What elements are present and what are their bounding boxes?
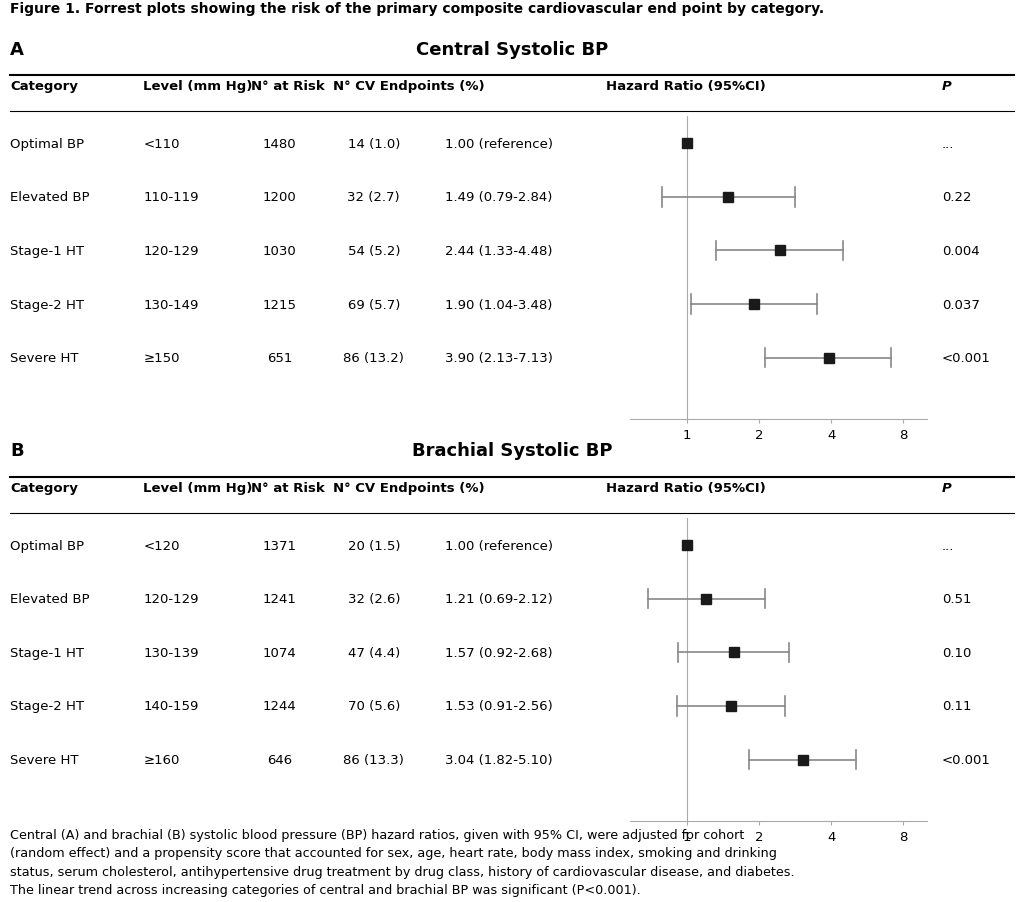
Text: 3.04 (1.82-5.10): 3.04 (1.82-5.10) [445,753,553,766]
Text: <0.001: <0.001 [942,352,991,364]
Text: 1.00 (reference): 1.00 (reference) [445,539,553,552]
Text: Central (A) and brachial (B) systolic blood pressure (BP) hazard ratios, given w: Central (A) and brachial (B) systolic bl… [10,828,795,897]
Text: 1215: 1215 [262,299,297,311]
Text: Severe HT: Severe HT [10,352,79,364]
Text: Elevated BP: Elevated BP [10,593,90,605]
Text: N° at Risk: N° at Risk [251,80,325,93]
Text: 1200: 1200 [263,191,296,204]
Text: 130-149: 130-149 [143,299,199,311]
Text: 70 (5.6): 70 (5.6) [347,700,400,713]
Text: P: P [942,80,952,93]
Text: 3.90 (2.13-7.13): 3.90 (2.13-7.13) [445,352,553,364]
Text: Stage-1 HT: Stage-1 HT [10,244,84,258]
Text: ≥150: ≥150 [143,352,180,364]
Text: 1480: 1480 [263,138,296,151]
Text: Category: Category [10,482,78,494]
Text: Stage-2 HT: Stage-2 HT [10,700,84,713]
Text: Central Systolic BP: Central Systolic BP [416,41,608,59]
Text: <0.001: <0.001 [942,753,991,766]
Text: 1.00 (reference): 1.00 (reference) [445,138,553,151]
Text: Optimal BP: Optimal BP [10,138,84,151]
Text: 32 (2.6): 32 (2.6) [347,593,400,605]
Text: 32 (2.7): 32 (2.7) [347,191,400,204]
Text: Level (mm Hg): Level (mm Hg) [143,482,253,494]
Text: 120-129: 120-129 [143,593,199,605]
Text: 646: 646 [267,753,292,766]
Text: 20 (1.5): 20 (1.5) [347,539,400,552]
Text: Stage-1 HT: Stage-1 HT [10,646,84,659]
Text: ...: ... [942,539,954,552]
Text: 110-119: 110-119 [143,191,199,204]
Text: 0.51: 0.51 [942,593,972,605]
Text: 0.037: 0.037 [942,299,980,311]
Text: Figure 1. Forrest plots showing the risk of the primary composite cardiovascular: Figure 1. Forrest plots showing the risk… [10,2,824,16]
Text: 1.21 (0.69-2.12): 1.21 (0.69-2.12) [445,593,553,605]
Text: A: A [10,41,25,59]
Text: 1.90 (1.04-3.48): 1.90 (1.04-3.48) [445,299,553,311]
Text: 130-139: 130-139 [143,646,199,659]
Text: 120-129: 120-129 [143,244,199,258]
Text: Level (mm Hg): Level (mm Hg) [143,80,253,93]
Text: Stage-2 HT: Stage-2 HT [10,299,84,311]
Text: 0.11: 0.11 [942,700,972,713]
Text: N° CV Endpoints (%): N° CV Endpoints (%) [333,482,484,494]
Text: Optimal BP: Optimal BP [10,539,84,552]
Text: 651: 651 [267,352,292,364]
Text: 2.44 (1.33-4.48): 2.44 (1.33-4.48) [445,244,553,258]
Text: 54 (5.2): 54 (5.2) [347,244,400,258]
Text: N° CV Endpoints (%): N° CV Endpoints (%) [333,80,484,93]
Text: 86 (13.3): 86 (13.3) [343,753,404,766]
Text: <120: <120 [143,539,180,552]
Text: 1244: 1244 [263,700,296,713]
Text: 69 (5.7): 69 (5.7) [347,299,400,311]
Text: 140-159: 140-159 [143,700,199,713]
Text: 0.22: 0.22 [942,191,972,204]
Text: Hazard Ratio (95%CI): Hazard Ratio (95%CI) [606,482,766,494]
Text: 1074: 1074 [263,646,296,659]
Text: <110: <110 [143,138,180,151]
Text: 1241: 1241 [262,593,297,605]
Text: 1.57 (0.92-2.68): 1.57 (0.92-2.68) [445,646,553,659]
Text: P: P [942,482,952,494]
Text: 0.004: 0.004 [942,244,980,258]
Text: Elevated BP: Elevated BP [10,191,90,204]
Text: Hazard Ratio (95%CI): Hazard Ratio (95%CI) [606,80,766,93]
Text: Brachial Systolic BP: Brachial Systolic BP [412,442,612,460]
Text: 1371: 1371 [262,539,297,552]
Text: 86 (13.2): 86 (13.2) [343,352,404,364]
Text: N° at Risk: N° at Risk [251,482,325,494]
Text: 1.49 (0.79-2.84): 1.49 (0.79-2.84) [445,191,553,204]
Text: 0.10: 0.10 [942,646,972,659]
Text: B: B [10,442,24,460]
Text: ≥160: ≥160 [143,753,180,766]
Text: ...: ... [942,138,954,151]
Text: 1.53 (0.91-2.56): 1.53 (0.91-2.56) [445,700,553,713]
Text: 14 (1.0): 14 (1.0) [347,138,400,151]
Text: Category: Category [10,80,78,93]
Text: 1030: 1030 [263,244,296,258]
Text: Severe HT: Severe HT [10,753,79,766]
Text: 47 (4.4): 47 (4.4) [347,646,400,659]
